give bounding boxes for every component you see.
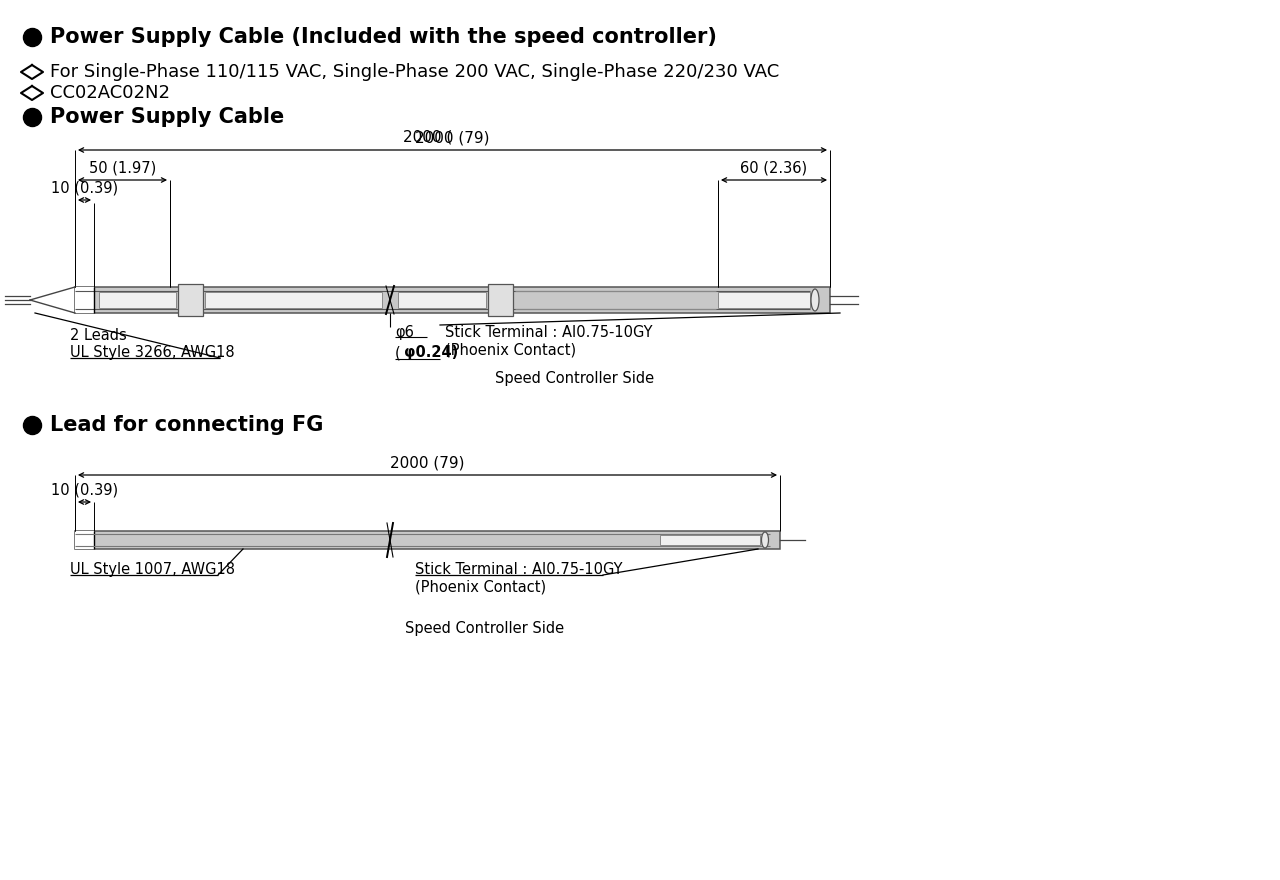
Text: For Single-Phase 110/115 VAC, Single-Phase 200 VAC, Single-Phase 220/230 VAC: For Single-Phase 110/115 VAC, Single-Pha…	[50, 63, 780, 81]
Text: 2 Leads: 2 Leads	[70, 328, 127, 343]
Text: (Phoenix Contact): (Phoenix Contact)	[445, 342, 576, 357]
Text: UL Style 3266, AWG18: UL Style 3266, AWG18	[70, 345, 234, 360]
Text: Lead for connecting FG: Lead for connecting FG	[50, 415, 324, 435]
Text: 60 (2.36): 60 (2.36)	[740, 160, 808, 175]
Text: Power Supply Cable (Included with the speed controller): Power Supply Cable (Included with the sp…	[50, 27, 717, 47]
Text: Power Supply Cable: Power Supply Cable	[50, 107, 284, 127]
Text: (: (	[396, 345, 401, 360]
Text: Stick Terminal : AI0.75-10GY: Stick Terminal : AI0.75-10GY	[415, 562, 622, 577]
Text: (Phoenix Contact): (Phoenix Contact)	[415, 579, 547, 594]
Text: 2000 (79): 2000 (79)	[415, 130, 490, 145]
Text: 50 (1.97): 50 (1.97)	[88, 160, 156, 175]
Bar	[398, 292, 485, 308]
Bar	[488, 284, 512, 316]
Text: φ0.24): φ0.24)	[404, 345, 458, 360]
Text: φ6: φ6	[396, 325, 413, 340]
Bar	[178, 284, 202, 316]
Ellipse shape	[762, 532, 768, 548]
Text: UL Style 1007, AWG18: UL Style 1007, AWG18	[70, 562, 236, 577]
Text: CC02AC02N2: CC02AC02N2	[50, 84, 170, 102]
Text: Speed Controller Side: Speed Controller Side	[406, 621, 564, 636]
Bar	[76, 531, 93, 549]
Bar	[718, 292, 810, 308]
Bar	[76, 531, 780, 549]
Text: 10 (0.39): 10 (0.39)	[51, 180, 118, 195]
Text: Stick Terminal : AI0.75-10GY: Stick Terminal : AI0.75-10GY	[445, 325, 653, 340]
Text: Speed Controller Side: Speed Controller Side	[495, 371, 654, 386]
Bar	[660, 535, 760, 545]
Text: 2000 (79): 2000 (79)	[390, 455, 465, 470]
Bar	[205, 292, 381, 308]
Bar	[76, 287, 829, 313]
Ellipse shape	[812, 289, 819, 311]
Bar	[99, 292, 175, 308]
Text: 10 (0.39): 10 (0.39)	[51, 482, 118, 497]
Bar	[76, 287, 93, 313]
Text: 2000 (: 2000 (	[403, 129, 453, 144]
